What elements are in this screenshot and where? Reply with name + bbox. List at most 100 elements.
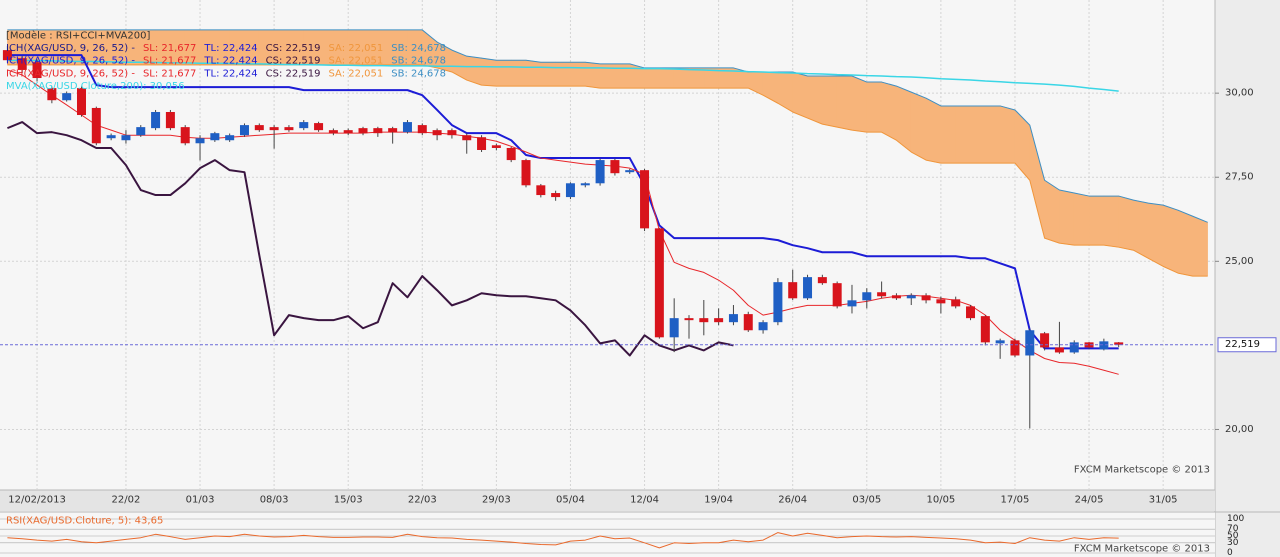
x-tick-label: 05/04 (556, 495, 585, 506)
candle-body (728, 314, 738, 323)
cloud-edge (7, 29, 1208, 223)
candle-body (284, 127, 294, 131)
x-tick-label: 17/05 (1001, 495, 1030, 506)
cloud-slice (1118, 195, 1134, 251)
axis-background (1215, 0, 1280, 557)
candle-body (121, 135, 131, 141)
legend-entry: SA: 22,051 (329, 55, 384, 66)
cloud-slice (1192, 215, 1208, 277)
legend-row: ICH(XAG/USD, 9, 26, 52) - SL: 21,677 TL: 2… (6, 43, 446, 54)
cloud-slice (644, 67, 660, 89)
rsi-tick-label: 100 (1227, 514, 1244, 524)
legend-entry: TL: 22,424 (203, 43, 257, 54)
candle-body (862, 292, 872, 301)
candle-body (1099, 341, 1109, 350)
candle-body (921, 295, 931, 301)
watermark: FXCM Marketscope © 2013 (1074, 544, 1210, 555)
candle-body (788, 282, 798, 299)
legend-entry: SB: 24,678 (391, 68, 446, 79)
indicator-line (7, 69, 1119, 375)
cloud-edge (7, 64, 1208, 277)
indicator-line (7, 54, 1119, 350)
y-tick-label: 30,00 (1225, 88, 1254, 99)
rsi-tick-label: 30 (1227, 538, 1239, 548)
legend-entry: CS: 22,519 (266, 55, 321, 66)
rsi-tick-label: 50 (1227, 531, 1239, 541)
cloud-slice (673, 67, 690, 89)
candle-body (714, 318, 724, 323)
candle-body (1010, 340, 1020, 356)
cloud-slice (985, 105, 1001, 164)
indicator-line (7, 59, 1119, 92)
candle-body (151, 111, 161, 129)
cloud-slice (1148, 202, 1164, 267)
candle-body (106, 135, 116, 139)
legend-entry: ICH(XAG/USD, 9, 26, 52) - (6, 43, 135, 54)
x-tick-label: 24/05 (1075, 495, 1104, 506)
cloud-slice (970, 105, 986, 164)
cloud-slice (659, 67, 675, 89)
candle-body (565, 183, 575, 198)
cloud-slice (570, 61, 586, 87)
cloud-slice (481, 57, 497, 87)
cloud-slice (1073, 192, 1090, 246)
candle-body (1040, 333, 1050, 348)
candle-body (477, 137, 487, 150)
rsi-line (7, 532, 1119, 549)
cloud-slice (822, 75, 838, 128)
candle-body (625, 170, 635, 173)
candle-body (62, 93, 72, 101)
candle-body (877, 292, 887, 297)
cloud-slice (540, 61, 556, 87)
cloud-slice (1162, 204, 1179, 274)
cloud-slice (925, 97, 942, 164)
candle-body (995, 340, 1005, 344)
candle-body (640, 170, 650, 229)
candle-body (610, 160, 620, 174)
cloud-slice (851, 75, 868, 133)
candle-body (462, 135, 472, 141)
candle-body (402, 122, 412, 133)
candle-body (136, 127, 146, 136)
cloud-slice (807, 75, 823, 125)
legend-entry: SL: 21,677 (143, 68, 196, 79)
x-tick-label: 08/03 (260, 495, 289, 506)
candle-body (773, 282, 783, 323)
candle-body (1114, 342, 1124, 345)
candle-body (906, 295, 916, 299)
candle-body (521, 160, 531, 186)
candle-body (180, 127, 190, 144)
rsi-tick-label: 70 (1227, 524, 1239, 534)
cloud-slice (1044, 179, 1060, 244)
cloud-slice (688, 67, 705, 89)
cloud-slice (940, 105, 957, 164)
candle-body (76, 88, 86, 116)
y-tick-label: 27,50 (1225, 172, 1254, 183)
x-tick-label: 03/05 (852, 495, 881, 506)
legend-entry: CS: 22,519 (266, 68, 321, 79)
y-tick-label: 20,00 (1225, 424, 1254, 435)
x-tick-label: 19/04 (704, 495, 733, 506)
candle-body (743, 314, 753, 331)
legend-entry: ICH(XAG/USD, 9, 26, 52) - (6, 55, 135, 66)
legend-entry: MVA(XAG/USD.Cloture,200): 30,056 (6, 81, 185, 92)
cloud-slice (792, 71, 808, 119)
cloud-slice (1133, 199, 1149, 259)
x-tick-label: 15/03 (334, 495, 363, 506)
legend-entry: TL: 22,424 (203, 68, 257, 79)
date-axis-background (0, 490, 1215, 511)
candle-body (654, 228, 664, 338)
candle-body (966, 306, 976, 319)
candle-body (832, 283, 842, 307)
cloud-slice (1059, 189, 1075, 246)
candle-body (373, 128, 383, 134)
candle-body (536, 185, 546, 196)
x-tick-label: 22/02 (112, 495, 141, 506)
candle-body (343, 130, 353, 134)
candle-body (847, 300, 857, 307)
candle-body (210, 133, 220, 141)
legend-entry: SA: 22,051 (329, 68, 384, 79)
cloud-slice (496, 59, 512, 87)
candle-body (358, 128, 368, 134)
